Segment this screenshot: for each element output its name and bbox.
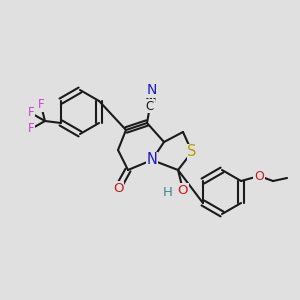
Text: F: F <box>28 122 34 136</box>
Text: H: H <box>163 185 173 199</box>
Text: O: O <box>178 184 188 196</box>
Text: F: F <box>28 106 34 119</box>
Text: N: N <box>147 83 157 97</box>
Text: F: F <box>38 98 44 112</box>
Text: O: O <box>254 169 264 182</box>
Text: C: C <box>146 100 154 112</box>
Text: N: N <box>147 152 158 167</box>
Text: O: O <box>113 182 123 194</box>
Text: S: S <box>187 145 197 160</box>
